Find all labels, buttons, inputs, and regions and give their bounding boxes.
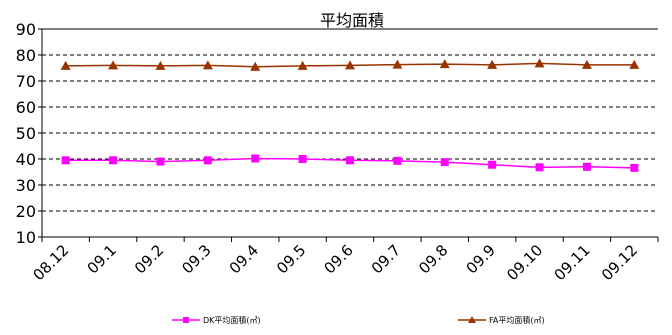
x-tick-label: 09.6 bbox=[320, 241, 356, 277]
data-point bbox=[298, 155, 307, 163]
data-point bbox=[250, 61, 261, 71]
series bbox=[60, 58, 640, 172]
data-point bbox=[202, 60, 213, 70]
legend-marker bbox=[183, 317, 189, 323]
y-tick-label: 90 bbox=[16, 20, 36, 39]
data-point bbox=[155, 60, 166, 70]
data-point bbox=[60, 60, 71, 70]
x-tick-label: 09.7 bbox=[368, 241, 404, 277]
data-point bbox=[345, 60, 355, 70]
x-tick-label: 09.8 bbox=[415, 241, 451, 277]
data-point bbox=[393, 156, 402, 165]
x-tick-label: 09.11 bbox=[551, 241, 594, 284]
data-point bbox=[297, 60, 308, 70]
legend-entry: FA平均面積(㎡) bbox=[458, 315, 545, 325]
data-point bbox=[203, 156, 212, 165]
data-point bbox=[346, 156, 354, 165]
y-tick-label: 80 bbox=[16, 46, 36, 65]
x-tick-label: 09.5 bbox=[273, 241, 309, 277]
data-point bbox=[156, 157, 165, 166]
data-point bbox=[629, 59, 640, 69]
y-tick-label: 20 bbox=[16, 202, 36, 221]
y-tick-label: 30 bbox=[16, 176, 36, 195]
legend-label: FA平均面積(㎡) bbox=[489, 315, 545, 325]
x-tick-label: 09.4 bbox=[226, 241, 262, 277]
legend-label: DK平均面積(㎡) bbox=[203, 315, 261, 325]
gridlines bbox=[42, 54, 658, 212]
data-point bbox=[534, 58, 545, 68]
x-tick-label: 09.2 bbox=[131, 241, 167, 277]
data-point bbox=[392, 59, 403, 69]
x-tick-label: 09.3 bbox=[178, 241, 214, 277]
data-point bbox=[535, 163, 544, 172]
data-point bbox=[440, 158, 449, 167]
legend-entry: DK平均面積(㎡) bbox=[172, 315, 261, 325]
x-tick-label: 09.10 bbox=[503, 241, 546, 284]
x-tick-label: 08.12 bbox=[29, 241, 72, 284]
axes bbox=[38, 28, 659, 242]
data-point bbox=[439, 59, 450, 69]
y-tick-labels: 10 20 30 40 50 60 70 80 90 bbox=[16, 20, 36, 247]
y-tick-label: 50 bbox=[16, 124, 36, 143]
y-tick-label: 10 bbox=[16, 228, 36, 247]
data-point bbox=[581, 59, 592, 69]
data-point bbox=[109, 156, 118, 165]
legend-marker bbox=[468, 316, 476, 323]
x-tick-label: 09.12 bbox=[598, 241, 641, 284]
chart-title: 平均面積 bbox=[320, 11, 384, 30]
x-tick-labels: 08.12 09.1 09.2 09.3 09.4 09.5 09.6 09.7 09.8 09.… bbox=[29, 241, 641, 284]
data-point bbox=[488, 160, 497, 169]
data-point bbox=[251, 154, 260, 163]
data-point bbox=[582, 162, 591, 171]
x-tick-label: 09.1 bbox=[84, 241, 120, 277]
data-point bbox=[487, 59, 498, 69]
data-point bbox=[630, 163, 639, 172]
data-point bbox=[61, 156, 70, 165]
y-tick-label: 70 bbox=[16, 72, 36, 91]
y-tick-label: 60 bbox=[16, 98, 36, 117]
legend: DK平均面積(㎡) FA平均面積(㎡) bbox=[172, 315, 545, 325]
x-tick-label: 09.9 bbox=[463, 241, 499, 277]
data-point bbox=[108, 60, 119, 70]
y-tick-label: 40 bbox=[16, 150, 36, 169]
